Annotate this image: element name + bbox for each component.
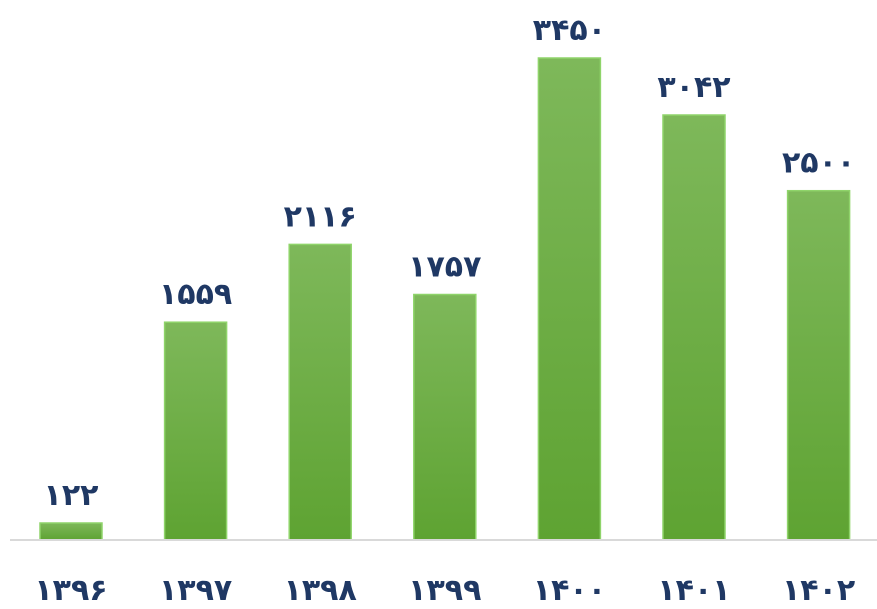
data-label-6: ۲۵۰۰ <box>782 146 855 181</box>
bar-1 <box>163 321 228 541</box>
x-tick-labels-group: ۱۳۹۶ ۱۳۹۷ ۱۳۹۸ ۱۳۹۹ ۱۴۰۰ ۱۴۰۱ ۱۴۰۲ <box>34 573 855 608</box>
x-tick-label-3: ۱۳۹۹ <box>408 573 481 608</box>
x-tick-label-0: ۱۳۹۶ <box>34 573 107 608</box>
bar-5 <box>662 114 726 541</box>
x-tick-label-6: ۱۴۰۲ <box>782 573 855 608</box>
x-tick-label-4: ۱۴۰۰ <box>533 573 606 608</box>
bars-group <box>39 57 851 541</box>
x-tick-label-2: ۱۳۹۸ <box>284 573 357 608</box>
x-tick-label-5: ۱۴۰۱ <box>657 573 730 608</box>
data-label-3: ۱۷۵۷ <box>408 250 481 285</box>
data-label-5: ۳۰۴۲ <box>657 70 730 105</box>
bar-4 <box>537 57 602 541</box>
data-label-1: ۱۵۵۹ <box>159 277 232 312</box>
data-label-0: ۱۲۲ <box>44 478 99 513</box>
x-tick-label-1: ۱۳۹۷ <box>159 573 232 608</box>
bar-3 <box>413 293 477 541</box>
data-label-4: ۳۴۵۰ <box>533 13 606 48</box>
bar-2 <box>288 243 352 541</box>
value-labels-group: ۱۲۲ ۱۵۵۹ ۲۱۱۶ ۱۷۵۷ ۳۴۵۰ ۳۰۴۲ ۲۵۰۰ <box>44 13 856 513</box>
bar-6 <box>786 189 851 541</box>
data-label-2: ۲۱۱۶ <box>284 199 357 234</box>
bar-0 <box>39 522 103 541</box>
